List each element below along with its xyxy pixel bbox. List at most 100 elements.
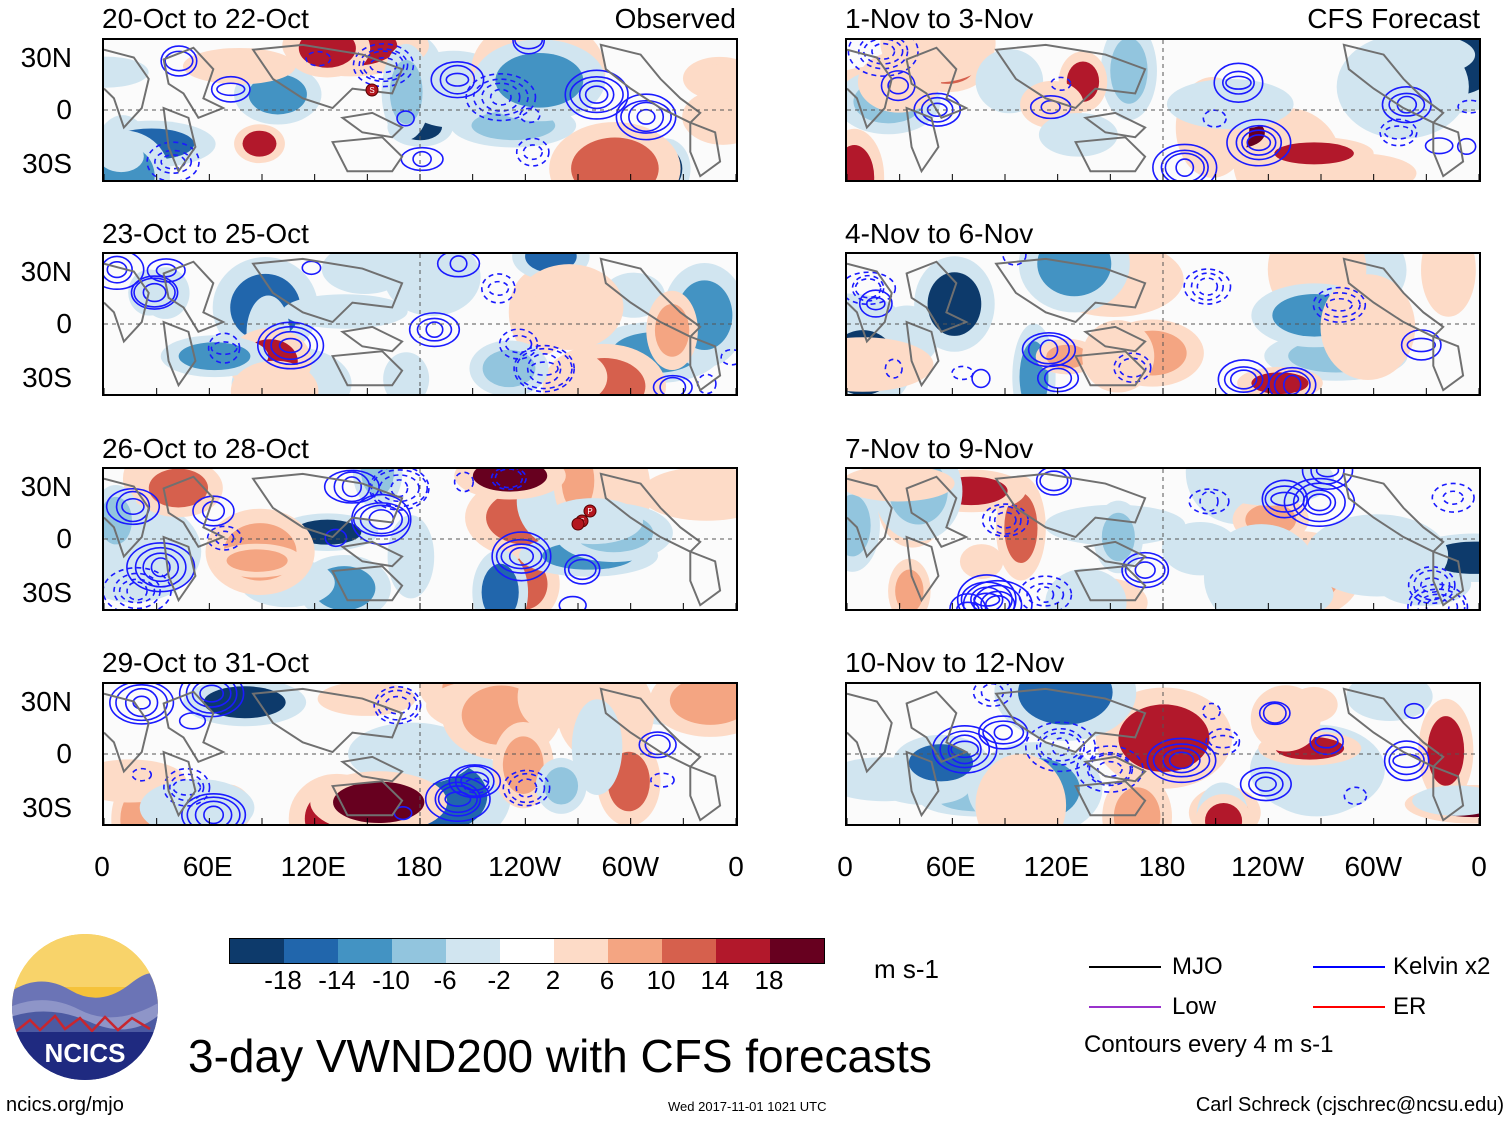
kelvin-contour — [659, 376, 687, 394]
kelvin-contour — [1213, 62, 1264, 103]
figure-title: 3-day VWND200 with CFS forecasts — [188, 1030, 932, 1082]
kelvin-contour — [1301, 469, 1354, 491]
coastline — [599, 472, 702, 553]
kelvin-contour — [1383, 125, 1414, 140]
logo-graphic: NCICS — [12, 934, 158, 1080]
coastline — [1074, 565, 1147, 602]
kelvin-contour — [369, 469, 430, 511]
kelvin-contour — [1261, 479, 1308, 519]
coastline — [905, 690, 969, 763]
kelvin-contour — [981, 503, 1029, 538]
anomaly-core — [495, 52, 584, 108]
colorbar-swatch — [770, 939, 824, 963]
kelvin-contour — [194, 800, 233, 824]
anomaly-core — [201, 54, 277, 79]
kelvin-contour — [1246, 134, 1272, 152]
kelvin-contour — [1225, 75, 1252, 90]
coastline — [905, 260, 969, 333]
kelvin-contour — [115, 684, 169, 722]
latitude-label: 30N — [20, 42, 72, 73]
kelvin-contour — [460, 771, 490, 791]
legend-label-mjo: MJO — [1172, 953, 1223, 980]
kelvin-contour — [1164, 152, 1205, 180]
footer-url[interactable]: ncics.org/mjo — [6, 1094, 124, 1116]
kelvin-contour — [449, 255, 468, 273]
map-panel — [102, 682, 738, 826]
kelvin-contour — [142, 552, 180, 583]
colorbar-swatch — [446, 939, 500, 963]
colorbar-swatch — [500, 939, 554, 963]
anomaly-core — [472, 469, 548, 492]
kelvin-contour — [1146, 737, 1217, 784]
coastline — [847, 477, 893, 559]
kelvin-contour — [1258, 701, 1291, 726]
coastline — [162, 320, 197, 388]
coastline — [689, 550, 722, 607]
longitude-label: 60E — [925, 851, 976, 882]
anomaly-core — [986, 59, 1032, 103]
kelvin-contour — [1407, 583, 1469, 609]
legend-label-low: Low — [1172, 993, 1217, 1020]
kelvin-contour — [971, 368, 991, 389]
kelvin-contour — [408, 312, 461, 348]
kelvin-contour — [358, 48, 409, 83]
kelvin-contour — [564, 554, 601, 585]
kelvin-contour — [947, 734, 982, 765]
colorbar-swatch — [230, 939, 284, 963]
coastline — [162, 475, 226, 548]
anomaly-core — [390, 361, 422, 394]
panel-title: 29-Oct to 31-Oct — [102, 647, 309, 678]
coastline — [1083, 111, 1147, 139]
kelvin-contour — [491, 531, 552, 582]
coastline — [847, 262, 893, 344]
kelvin-contour — [502, 769, 551, 807]
kelvin-contour — [424, 776, 491, 823]
kelvin-contour — [154, 149, 193, 174]
latitude-label: 0 — [56, 308, 72, 339]
kelvin-contour — [1036, 586, 1055, 604]
legend-label-kelvin: Kelvin x2 — [1393, 953, 1491, 980]
kelvin-contour — [199, 684, 225, 703]
storm-marker — [571, 517, 585, 531]
kelvin-contour — [257, 321, 325, 370]
kelvin-contour — [638, 731, 677, 759]
anomaly-core — [1101, 512, 1135, 562]
svg-text:S: S — [369, 86, 374, 95]
latitude-label: 30N — [20, 686, 72, 717]
kelvin-contour — [1383, 740, 1430, 782]
kelvin-contour — [1199, 490, 1219, 512]
kelvin-contour — [425, 321, 444, 339]
kelvin-contour — [956, 574, 1017, 609]
anomaly-core — [847, 494, 871, 557]
kelvin-contour — [210, 341, 238, 356]
kelvin-contour — [1118, 357, 1147, 378]
kelvin-contour — [1413, 569, 1451, 601]
kelvin-contour — [430, 60, 485, 99]
kelvin-contour — [1152, 743, 1211, 778]
legend-contours-note: Contours every 4 m s-1 — [1084, 1031, 1334, 1058]
kelvin-contour — [978, 715, 1029, 750]
kelvin-contour — [973, 584, 1023, 609]
kelvin-contour — [529, 361, 559, 376]
coastline — [994, 687, 1147, 754]
colorbar-tick-label: 14 — [700, 965, 730, 995]
latitude-label: 30N — [20, 256, 72, 287]
anomaly-core — [248, 74, 307, 115]
kelvin-contour — [1076, 745, 1144, 793]
anomaly-core — [1018, 684, 1113, 725]
kelvin-contour — [278, 337, 303, 354]
kelvin-contour — [416, 317, 453, 342]
kelvin-contour — [1039, 339, 1059, 360]
colorbar-tick-label: 10 — [646, 965, 676, 995]
kelvin-contour — [444, 791, 472, 807]
kelvin-contour — [131, 767, 153, 782]
coastline — [104, 48, 150, 130]
longitude-label: 120W — [488, 851, 562, 882]
kelvin-contour — [481, 273, 516, 304]
latitude-label: 0 — [56, 738, 72, 769]
kelvin-contour — [121, 497, 145, 516]
panel-title: 7-Nov to 9-Nov — [845, 433, 1034, 464]
anomaly-core — [613, 280, 655, 311]
kelvin-contour — [564, 69, 629, 120]
coastline — [340, 755, 404, 783]
